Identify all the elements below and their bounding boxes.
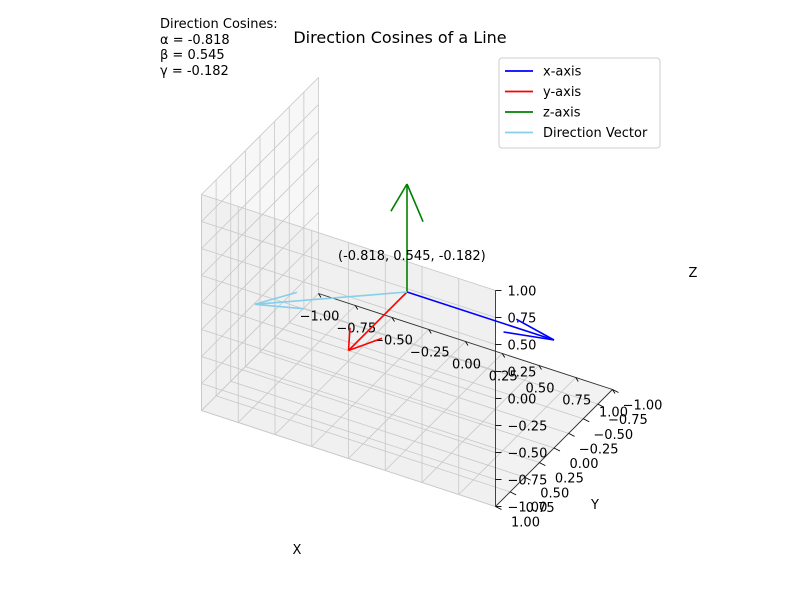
tick-mark [509,491,517,496]
grid-line [201,410,496,507]
z-tick-label: 0.75 [508,312,537,327]
tick-mark [583,418,590,423]
legend-box [498,57,661,149]
z-tick-label: 0.50 [508,339,537,354]
z-tick-label: −0.50 [508,447,548,462]
info-heading: Direction Cosines: [160,17,278,32]
grid-line [216,395,511,493]
vector-3-head-1 [254,303,305,310]
vector-3-head-2 [254,291,298,306]
x-tick-label: 0.75 [562,394,591,409]
y-tick-label: −1.00 [623,399,663,414]
grid-line [201,131,319,249]
vector-0 [406,291,555,341]
tick-mark [597,403,605,408]
tick-mark [575,377,579,382]
grid-line [201,275,496,372]
vector-0-head-2 [503,331,555,341]
grid-lines [201,77,613,507]
grid-line [201,221,496,318]
legend-entry-label: Direction Vector [543,126,648,141]
vector-0-head-1 [515,318,555,341]
tick-labels: −1.00−1.00−1.00−0.75−0.75−0.75−0.50−0.50… [300,285,663,531]
vector-1-head-1 [348,337,383,352]
tick-mark [501,353,506,358]
x-tick-label: 0.00 [452,358,481,373]
vector-3-shaft [254,291,408,306]
y-tick-label: 0.25 [555,472,584,487]
vector-1-shaft [347,291,408,352]
grid-line [259,351,555,449]
tick-mark [539,462,546,467]
tick-mark [318,293,322,298]
z-tick-label: −0.75 [508,474,548,489]
point-label: (-0.818, 0.545, -0.182) [338,249,486,264]
x-tick-label: −0.25 [410,346,450,361]
y-tick-label: −0.75 [608,413,648,428]
vector-2-head-2 [406,183,424,222]
y-tick-label: −0.50 [593,428,633,443]
legend-entry-label: x-axis [543,65,582,80]
y-tick-label: 1.00 [511,516,540,531]
vector-3 [254,291,408,310]
z-tick-label: −1.00 [508,501,548,516]
y-tick-label: 0.00 [570,457,599,472]
tick-mark [568,432,575,437]
y-tick-label: −0.25 [579,442,619,457]
z-tick-label: 1.00 [508,285,537,300]
grid-line [201,104,319,222]
tick-mark [495,506,502,510]
z-axis-label: Z [689,266,698,281]
tick-mark [391,317,395,322]
tick-mark [538,365,542,370]
x-tick-label: −1.00 [300,310,340,325]
beta-value: β = 0.545 [160,48,225,63]
grid-line [458,377,577,495]
x-tick-label: 0.25 [489,370,518,385]
tick-mark [524,476,531,481]
x-tick-label: 0.50 [526,382,555,397]
grid-line [384,353,503,471]
grid-line [201,77,319,195]
vector-0-shaft [406,291,555,341]
vector-series [254,183,555,352]
grid-line [421,365,540,483]
grid-line [201,158,319,276]
y-tick-label: 0.75 [526,501,555,516]
vector-2-head-1 [390,183,408,212]
tick-mark [612,389,616,394]
tick-mark [465,341,469,346]
alpha-value: α = -0.818 [160,32,230,48]
x-tick-label: −0.50 [373,334,413,349]
legend: x-axis y-axis z-axis Direction Vector [498,57,661,149]
z-tick-label: −0.25 [508,420,548,435]
chart-title: Direction Cosines of a Line [293,28,506,47]
vector-1-head-2 [347,327,351,351]
y-tick-label: 0.50 [540,486,569,501]
vector-2 [390,183,424,292]
grid-line [230,380,525,478]
vector-1 [347,291,408,352]
tick-mark [553,447,561,452]
legend-entry-label: y-axis [543,85,581,100]
tick-mark [354,305,359,310]
z-tick-label: 0.00 [508,393,537,408]
grid-line [201,194,496,291]
x-axis-label: X [293,543,302,558]
y-axis-label: Y [590,498,599,513]
grid-line [245,366,540,464]
tick-mark [428,329,432,334]
legend-entry-label: z-axis [543,106,581,121]
tick-mark [612,389,619,393]
grid-line [201,185,319,303]
z-tick-label: 0.25 [508,366,537,381]
x-tick-label: 1.00 [599,406,628,421]
direction-cosines-info: Direction Cosines: α = -0.818 β = 0.545 … [160,17,278,79]
gamma-value: γ = -0.182 [160,63,229,79]
